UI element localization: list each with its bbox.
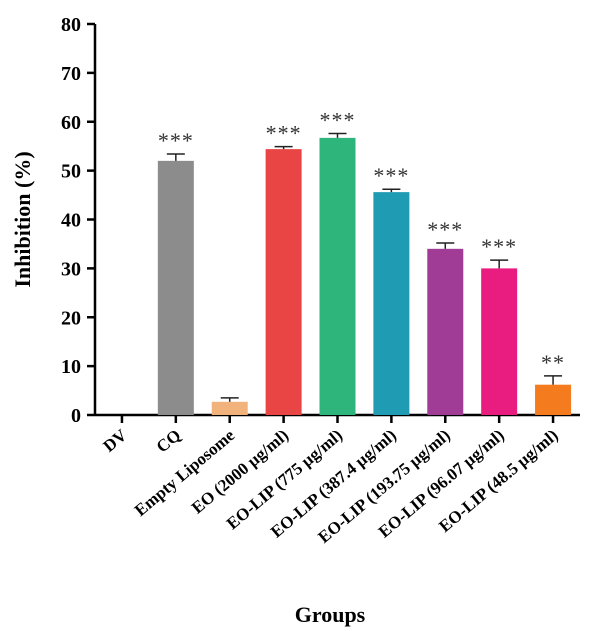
x-axis-label: Groups [295, 602, 366, 627]
bar [157, 160, 194, 415]
significance-label: *** [427, 217, 463, 242]
axes: 0 10 20 30 40 50 60 70 80 [61, 14, 580, 427]
significance-label: *** [320, 107, 356, 132]
significance-label: *** [481, 234, 517, 259]
bars [157, 132, 572, 415]
x-tick-label: CQ [153, 426, 185, 457]
bar [265, 149, 302, 415]
y-tick-label: 0 [71, 405, 81, 427]
significance-label: ** [541, 350, 565, 375]
y-tick-label: 80 [61, 14, 81, 36]
y-tick-label: 10 [61, 356, 81, 378]
bar [319, 137, 356, 415]
x-tick-label: DV [99, 425, 131, 456]
bar [427, 248, 464, 415]
y-tick-label: 50 [61, 161, 81, 183]
bar [481, 268, 518, 415]
significance-label: *** [266, 121, 302, 146]
y-tick-label: 60 [61, 112, 81, 134]
bar [211, 401, 248, 415]
significance-label: *** [373, 163, 409, 188]
y-axis-label: Inhibition (%) [10, 151, 35, 287]
y-tick-label: 40 [61, 210, 81, 232]
bar [535, 384, 572, 415]
y-tick-label: 70 [61, 63, 81, 85]
y-tick-label: 30 [61, 258, 81, 280]
y-tick-label: 20 [61, 307, 81, 329]
significance-label: *** [158, 128, 194, 153]
bar [373, 192, 410, 415]
